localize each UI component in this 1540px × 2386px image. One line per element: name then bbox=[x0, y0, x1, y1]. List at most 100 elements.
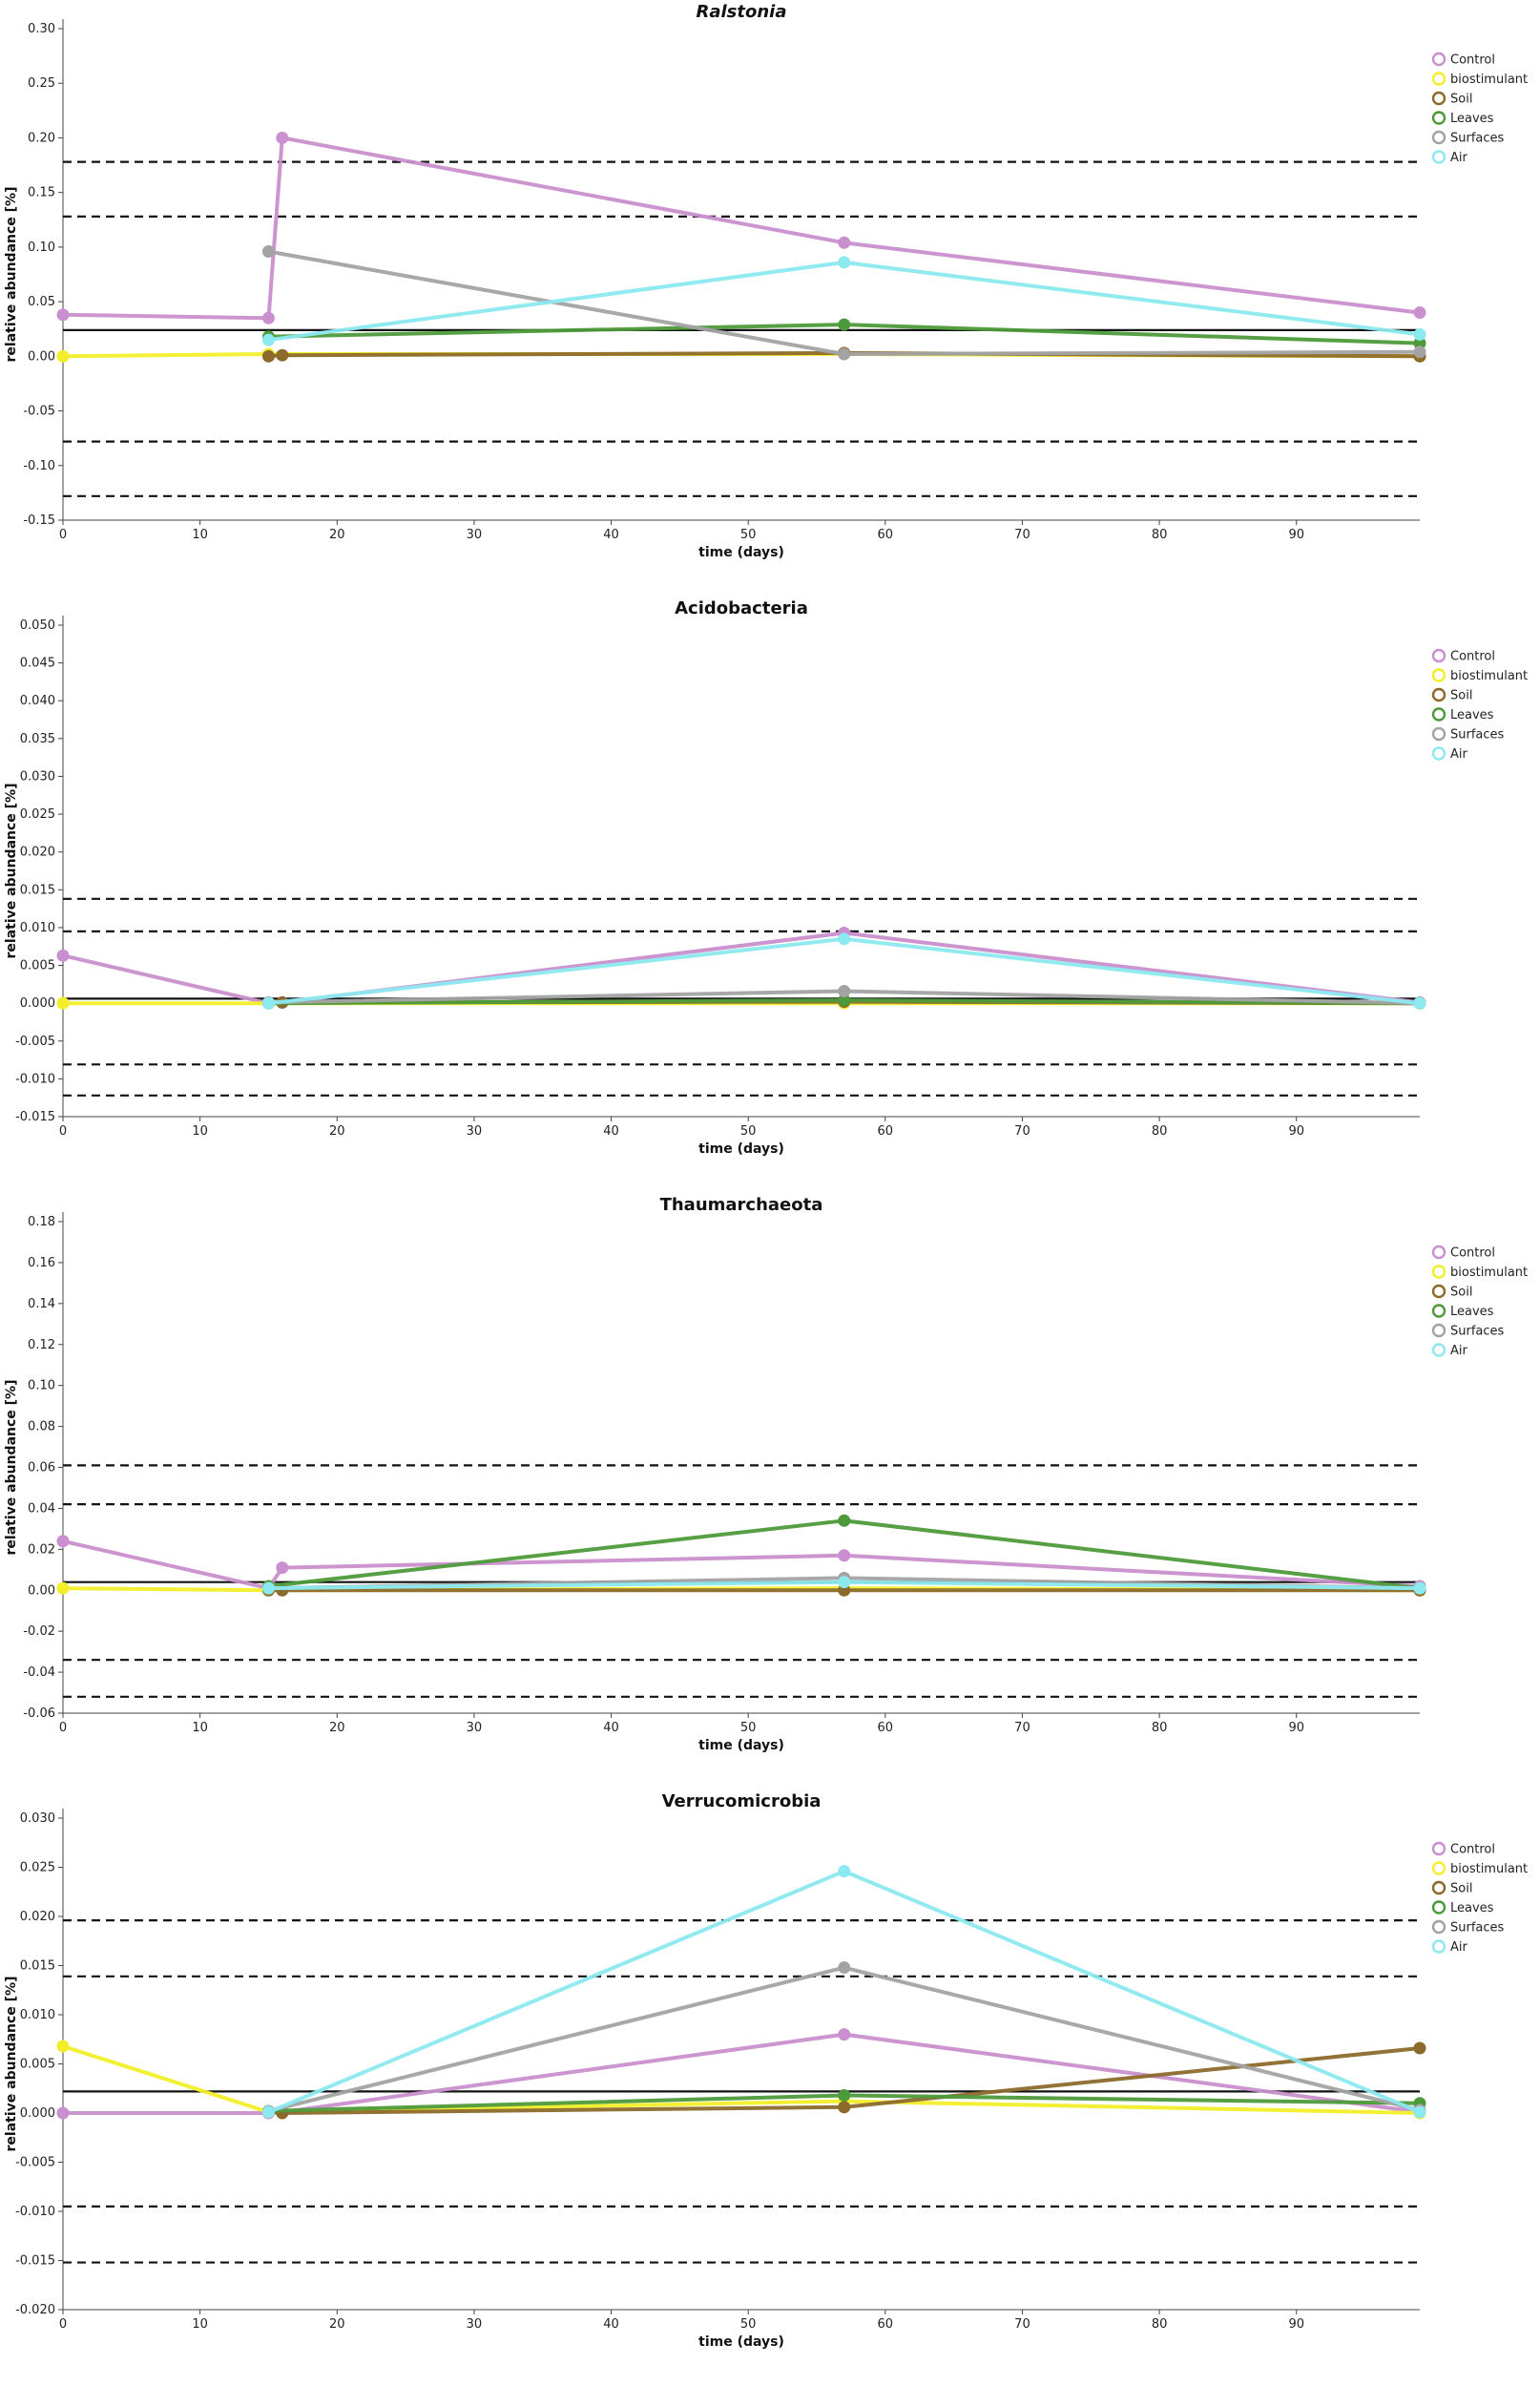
x-tick-label: 50 bbox=[740, 1124, 757, 1139]
y-tick-label: -0.005 bbox=[15, 2156, 55, 2170]
data-point-control bbox=[838, 236, 851, 249]
x-tick-label: 60 bbox=[878, 528, 894, 542]
y-tick-label: -0.15 bbox=[23, 513, 55, 528]
y-tick-label: 0.00 bbox=[28, 1583, 55, 1598]
chart-panel-ralstonia: Ralstonia 0.30 0.25 0.20 0.15 0.10 0.05 0.00 -0.… bbox=[4, 2, 1528, 560]
y-tick-label: 0.06 bbox=[28, 1461, 55, 1476]
x-tick-label: 70 bbox=[1014, 1721, 1030, 1735]
data-point-control bbox=[276, 131, 289, 144]
y-tick-label: 0.18 bbox=[28, 1215, 55, 1229]
data-point-control bbox=[56, 1535, 70, 1548]
data-point-biostimulant bbox=[56, 1581, 70, 1595]
x-tick-label: 10 bbox=[192, 1721, 208, 1735]
legend-marker-biostimulant bbox=[1431, 1861, 1446, 1875]
x-tick-label: 50 bbox=[740, 2317, 757, 2332]
data-point-soil bbox=[276, 348, 289, 362]
y-tick-label: 0.14 bbox=[28, 1297, 55, 1311]
x-tick-label: 20 bbox=[329, 528, 345, 542]
legend-marker-air bbox=[1431, 150, 1446, 164]
x-tick-label: 60 bbox=[878, 1721, 894, 1735]
x-axis-label: time (days) bbox=[698, 2334, 784, 2350]
legend-label-leaves: Leaves bbox=[1450, 112, 1494, 126]
x-tick-label: 80 bbox=[1152, 528, 1168, 542]
x-tick-label: 10 bbox=[192, 2317, 208, 2332]
y-tick-label: -0.020 bbox=[15, 2303, 55, 2317]
data-point-surfaces bbox=[261, 244, 275, 258]
legend-marker-surfaces bbox=[1431, 1919, 1446, 1935]
legend-marker-soil bbox=[1431, 1284, 1446, 1299]
legend-marker-leaves bbox=[1431, 1304, 1446, 1318]
y-tick-label: 0.005 bbox=[20, 2058, 55, 2072]
x-axis-label: time (days) bbox=[698, 545, 784, 560]
y-tick-label: 0.025 bbox=[20, 1861, 55, 1875]
legend-marker-control bbox=[1431, 648, 1446, 663]
data-point-air bbox=[838, 1865, 851, 1878]
y-tick-label: 0.005 bbox=[20, 959, 55, 973]
legend-marker-biostimulant bbox=[1431, 72, 1446, 86]
x-tick-label: 30 bbox=[467, 528, 483, 542]
data-point-air bbox=[838, 932, 851, 946]
y-tick-label: -0.02 bbox=[23, 1624, 55, 1639]
x-tick-label: 90 bbox=[1288, 528, 1304, 542]
y-tick-label: -0.05 bbox=[23, 405, 55, 419]
y-tick-label: 0.040 bbox=[20, 694, 55, 708]
data-point-leaves bbox=[838, 2088, 851, 2102]
data-point-control bbox=[838, 1549, 851, 1562]
x-tick-label: 90 bbox=[1288, 1124, 1304, 1139]
legend-label-leaves: Leaves bbox=[1450, 1901, 1494, 1915]
x-tick-label: 20 bbox=[329, 1124, 345, 1139]
data-point-air bbox=[1413, 996, 1426, 1010]
x-tick-label: 70 bbox=[1014, 528, 1030, 542]
y-tick-label: 0.030 bbox=[20, 769, 55, 784]
y-tick-label: 0.035 bbox=[20, 732, 55, 746]
data-point-air bbox=[838, 1576, 851, 1589]
x-tick-label: 10 bbox=[192, 528, 208, 542]
data-point-biostimulant bbox=[56, 2040, 70, 2053]
legend-marker-biostimulant bbox=[1431, 1265, 1446, 1279]
y-tick-label: -0.04 bbox=[23, 1665, 55, 1680]
y-tick-label: 0.020 bbox=[20, 1910, 55, 1924]
y-tick-label: 0.04 bbox=[28, 1501, 55, 1516]
data-point-air bbox=[1413, 2105, 1426, 2119]
x-tick-label: 60 bbox=[878, 1124, 894, 1139]
legend-label-air: Air bbox=[1450, 1344, 1468, 1358]
chart-panel-verrucomicrobia: Verrucomicrobia 0.030 0.025 0.020 0.015 0.010… bbox=[4, 1791, 1528, 2350]
legend-label-soil: Soil bbox=[1450, 1882, 1472, 1896]
y-tick-label: 0.000 bbox=[20, 996, 55, 1011]
legend-label-air: Air bbox=[1450, 151, 1468, 165]
x-tick-label: 0 bbox=[59, 1124, 67, 1139]
legend-marker-soil bbox=[1431, 1880, 1446, 1895]
x-tick-label: 10 bbox=[192, 1124, 208, 1139]
legend-marker-soil bbox=[1431, 91, 1446, 106]
data-point-biostimulant bbox=[56, 996, 70, 1010]
series-line-biostimulant bbox=[62, 2044, 1421, 2115]
data-point-control bbox=[56, 2106, 70, 2120]
x-axis-label: time (days) bbox=[698, 1141, 784, 1157]
data-point-leaves bbox=[838, 1514, 851, 1527]
y-tick-label: 0.015 bbox=[20, 1959, 55, 1974]
legend-label-soil: Soil bbox=[1450, 689, 1472, 703]
y-tick-label: 0.000 bbox=[20, 2106, 55, 2121]
legend-label-biostimulant: biostimulant bbox=[1450, 1862, 1528, 1876]
data-point-soil bbox=[838, 2101, 851, 2114]
legend-label-control: Control bbox=[1450, 650, 1495, 664]
series-line-control bbox=[62, 136, 1421, 321]
data-point-soil bbox=[261, 349, 275, 363]
data-point-air bbox=[261, 2105, 275, 2119]
y-tick-label: -0.06 bbox=[23, 1706, 55, 1721]
x-tick-label: 20 bbox=[329, 2317, 345, 2332]
legend-marker-biostimulant bbox=[1431, 668, 1446, 682]
chart-panel-acidobacteria: Acidobacteria 0.050 0.045 0.040 0.035 0.030 0.… bbox=[4, 598, 1528, 1157]
data-point-control bbox=[838, 2028, 851, 2041]
legend-marker-surfaces bbox=[1431, 1323, 1446, 1338]
y-tick-label: -0.015 bbox=[15, 1110, 55, 1124]
legend-marker-control bbox=[1431, 1841, 1446, 1856]
legend-label-surfaces: Surfaces bbox=[1450, 1325, 1505, 1339]
y-tick-label: 0.050 bbox=[20, 618, 55, 633]
data-point-surfaces bbox=[1413, 345, 1426, 359]
x-tick-label: 70 bbox=[1014, 2317, 1030, 2332]
legend-label-surfaces: Surfaces bbox=[1450, 132, 1505, 146]
x-tick-label: 30 bbox=[467, 1721, 483, 1735]
y-tick-label: 0.00 bbox=[28, 349, 55, 364]
legend-label-biostimulant: biostimulant bbox=[1450, 1266, 1528, 1280]
